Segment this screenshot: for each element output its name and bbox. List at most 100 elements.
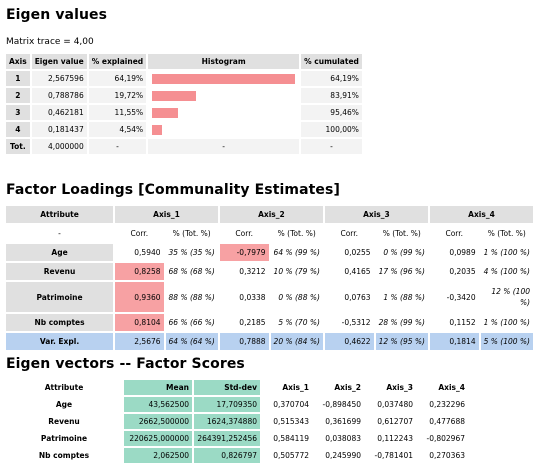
subheader-corr: Corr. — [219, 225, 269, 242]
attribute-cell: Age — [6, 244, 114, 261]
factor-loadings-table: Attribute Axis_1 Axis_2 Axis_3 Axis_4 - … — [4, 204, 535, 352]
col-cumulated: % cumulated — [301, 54, 362, 69]
col-axis-3: Axis_3 — [324, 206, 428, 223]
table-row: Nb comptes 0,8104 66 % (66 %) 0,2185 5 %… — [6, 314, 533, 331]
table-row: Age 43,562500 17,709350 0,370704 -0,8984… — [6, 397, 468, 412]
col-axis-2: Axis_2 — [314, 380, 364, 395]
corr-cell: 0,4165 — [324, 263, 374, 280]
attribute-cell: Revenu — [6, 414, 122, 429]
corr-cell: 0,0763 — [324, 282, 374, 312]
axis-value-cell: 0,038083 — [314, 431, 364, 446]
variance-pct: 12 % (95 %) — [375, 333, 428, 350]
subheader-corr: Corr. — [429, 225, 479, 242]
axis-value-cell: 0,270363 — [418, 448, 468, 463]
variance-pct: 20 % (84 %) — [270, 333, 323, 350]
pct-cell: 88 % (88 %) — [165, 282, 218, 312]
variance-corr: 2,5676 — [115, 333, 164, 350]
corr-cell-highlight: -0,7979 — [219, 244, 269, 261]
col-axis-2: Axis_2 — [219, 206, 323, 223]
std-dev-cell: 1624,374880 — [194, 414, 260, 429]
corr-cell: 0,3212 — [219, 263, 269, 280]
col-attribute: Attribute — [6, 380, 122, 395]
table-row: Patrimoine 220625,000000 264391,252456 0… — [6, 431, 468, 446]
attribute-cell: Patrimoine — [6, 431, 122, 446]
histogram-cell — [148, 105, 300, 120]
variance-pct: 5 % (100 %) — [480, 333, 533, 350]
matrix-trace-label: Matrix trace = 4,00 — [6, 37, 94, 47]
pct-cell: 68 % (68 %) — [165, 263, 218, 280]
col-explained: % explained — [88, 54, 147, 69]
corr-cell: -0,5312 — [324, 314, 374, 331]
cumulated-cell: 83,91% — [301, 88, 362, 103]
eigen-vectors-title: Eigen vectors -- Factor Scores — [6, 356, 245, 372]
table-row: 2 0,788786 19,72% 83,91% — [6, 88, 362, 103]
col-mean: Mean — [124, 380, 192, 395]
axis-cell: 3 — [6, 105, 30, 120]
table-row: 1 2,567596 64,19% 64,19% — [6, 71, 362, 86]
cumulated-cell: 95,46% — [301, 105, 362, 120]
subheader-pct: % (Tot. %) — [480, 225, 533, 242]
histogram-bar — [152, 73, 296, 84]
subheader-dash: - — [6, 225, 114, 242]
attribute-cell: Revenu — [6, 263, 114, 280]
col-axis-4: Axis_4 — [418, 380, 468, 395]
attribute-cell: Nb comptes — [6, 314, 114, 331]
axis-value-cell: 0,584119 — [262, 431, 312, 446]
factor-loadings-title: Factor Loadings [Communality Estimates] — [6, 182, 340, 198]
mean-cell: 43,562500 — [124, 397, 192, 412]
axis-value-cell: 0,505772 — [262, 448, 312, 463]
variance-pct: 64 % (64 %) — [165, 333, 218, 350]
total-label: Tot. — [6, 139, 30, 154]
eigen-values-table: Axis Eigen value % explained Histogram %… — [4, 52, 364, 156]
variance-corr: 0,1814 — [429, 333, 479, 350]
corr-cell: 0,0989 — [429, 244, 479, 261]
axis-value-cell: 0,612707 — [366, 414, 416, 429]
pct-cell-wrapped: 12 % (100%) — [480, 282, 533, 312]
loadings-header-row: Attribute Axis_1 Axis_2 Axis_3 Axis_4 — [6, 206, 533, 223]
table-row: 3 0,462181 11,55% 95,46% — [6, 105, 362, 120]
histogram-bar — [152, 90, 197, 101]
eigen-value-cell: 0,181437 — [31, 122, 87, 137]
attribute-cell: Nb comptes — [6, 448, 122, 463]
axis-value-cell: 0,361699 — [314, 414, 364, 429]
subheader-pct: % (Tot. %) — [375, 225, 428, 242]
pct-cell: 1 % (100 %) — [480, 244, 533, 261]
axis-value-cell: 0,245990 — [314, 448, 364, 463]
col-axis-3: Axis_3 — [366, 380, 416, 395]
col-eigen-value: Eigen value — [31, 54, 87, 69]
variance-corr: 0,4622 — [324, 333, 374, 350]
table-row: 4 0,181437 4,54% 100,00% — [6, 122, 362, 137]
subheader-corr: Corr. — [324, 225, 374, 242]
corr-cell: 0,0255 — [324, 244, 374, 261]
table-row: Age 0,5940 35 % (35 %) -0,7979 64 % (99 … — [6, 244, 533, 261]
pct-cell: 0 % (88 %) — [270, 282, 323, 312]
pct-cell: 0 % (99 %) — [375, 244, 428, 261]
cumulated-cell: 100,00% — [301, 122, 362, 137]
histogram-cell — [148, 71, 300, 86]
explained-cell: 64,19% — [88, 71, 147, 86]
axis-value-cell: 0,232296 — [418, 397, 468, 412]
eigen-value-cell: 0,462181 — [31, 105, 87, 120]
pct-line-2: %) — [519, 298, 530, 307]
table-row: Revenu 0,8258 68 % (68 %) 0,3212 10 % (7… — [6, 263, 533, 280]
cumulated-cell: 64,19% — [301, 71, 362, 86]
std-dev-cell: 264391,252456 — [194, 431, 260, 446]
col-histogram: Histogram — [148, 54, 300, 69]
corr-cell-highlight: 0,9360 — [115, 282, 164, 312]
corr-cell: 0,2185 — [219, 314, 269, 331]
std-dev-cell: 0,826797 — [194, 448, 260, 463]
pct-cell: 35 % (35 %) — [165, 244, 218, 261]
col-axis-1: Axis_1 — [115, 206, 218, 223]
corr-cell-highlight: 0,8104 — [115, 314, 164, 331]
pct-cell: 4 % (100 %) — [480, 263, 533, 280]
pct-cell: 1 % (100 %) — [480, 314, 533, 331]
total-histogram: - — [148, 139, 300, 154]
table-row: Nb comptes 2,062500 0,826797 0,505772 0,… — [6, 448, 468, 463]
explained-cell: 11,55% — [88, 105, 147, 120]
corr-cell-highlight: 0,8258 — [115, 263, 164, 280]
pct-cell: 64 % (99 %) — [270, 244, 323, 261]
pct-line-1: 12 % (100 — [491, 287, 530, 296]
histogram-cell — [148, 122, 300, 137]
axis-value-cell: -0,802967 — [418, 431, 468, 446]
corr-cell: 0,2035 — [429, 263, 479, 280]
